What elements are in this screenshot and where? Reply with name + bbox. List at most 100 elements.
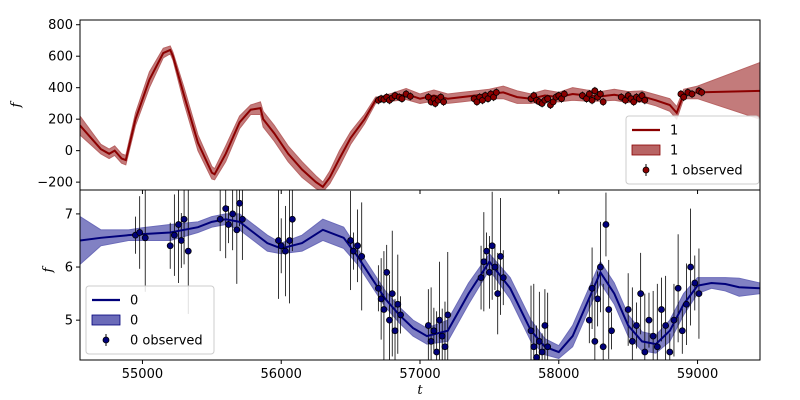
bottom-observed-point (695, 290, 703, 297)
bottom-observed-point (544, 343, 552, 351)
bottom-observed-point (374, 284, 382, 292)
bottom-legend-label: 0 (130, 314, 138, 329)
top-y-tick-label: −200 (37, 176, 73, 191)
bottom-observed-point (277, 242, 285, 250)
bottom-observed-point (386, 316, 393, 324)
bottom-observed-point (391, 327, 399, 335)
bottom-y-axis-label: f (41, 265, 56, 273)
top-observed-point (585, 90, 593, 98)
top-y-tick-label: 600 (48, 50, 73, 65)
top-observed-point (599, 98, 607, 106)
bottom-observed-point (541, 322, 549, 329)
bottom-observed-point (658, 306, 665, 313)
bottom-observed-point (216, 215, 224, 223)
x-tick-label: 58000 (538, 367, 579, 382)
bottom-observed-point (653, 343, 661, 351)
x-tick-label: 56000 (261, 367, 302, 382)
bottom-observed-point (480, 258, 488, 266)
bottom-observed-point (491, 263, 499, 271)
bottom-observed-point (380, 306, 388, 313)
bottom-legend-point-swatch (102, 336, 110, 344)
bottom-observed-point (533, 353, 540, 360)
top-observed-point (641, 96, 649, 104)
bottom-observed-point (184, 247, 192, 255)
bottom-observed-point (397, 311, 404, 319)
bottom-observed-point (678, 327, 686, 335)
bottom-observed-point (602, 221, 610, 228)
bottom-observed-point (633, 322, 640, 329)
x-tick-label: 57000 (399, 367, 440, 382)
bottom-observed-point (497, 253, 504, 260)
bottom-observed-point (494, 290, 502, 297)
bottom-legend-box (85, 285, 215, 355)
bottom-observed-point (349, 247, 357, 255)
bottom-observed-point (666, 348, 674, 356)
bottom-observed-point (441, 343, 449, 351)
bottom-observed-point (662, 322, 670, 329)
bottom-observed-point (427, 338, 435, 345)
bottom-observed-point (436, 316, 443, 324)
bottom-observed-point (637, 290, 645, 297)
top-observed-point (597, 90, 604, 98)
top-observed-point (544, 95, 552, 103)
bottom-observed-point (608, 327, 615, 335)
bottom-observed-point (488, 242, 496, 250)
top-observed-point (688, 90, 696, 98)
bottom-observed-point (424, 322, 432, 329)
bottom-observed-point (527, 327, 535, 335)
bottom-observed-point (591, 338, 599, 345)
bottom-observed-point (238, 215, 246, 223)
bottom-observed-point (597, 263, 604, 271)
top-legend-box (625, 115, 760, 185)
bottom-observed-point (222, 205, 230, 212)
bottom-observed-point (674, 284, 682, 292)
bottom-observed-point (233, 226, 241, 234)
bottom-observed-point (691, 279, 699, 287)
bottom-observed-point (394, 300, 402, 308)
top-legend: 1 1 1 observed (625, 115, 760, 185)
bottom-observed-point (180, 215, 188, 223)
top-uncertainty-band (80, 45, 760, 190)
top-observed-point (398, 95, 406, 103)
bottom-observed-point (624, 306, 632, 313)
bottom-observed-point (477, 274, 485, 282)
bottom-observed-point (670, 316, 678, 324)
bottom-observed-point (483, 247, 491, 255)
bottom-observed-point (177, 237, 185, 244)
bottom-observed-point (645, 316, 653, 324)
top-observed-point (698, 89, 706, 96)
bottom-observed-point (433, 348, 441, 356)
bottom-legend: 0 0 0 observed (85, 285, 215, 355)
bottom-legend-band-swatch (91, 314, 121, 326)
bottom-observed-point (687, 263, 695, 271)
bottom-observed-point (438, 332, 446, 340)
bottom-observed-point (535, 338, 543, 345)
top-legend-label: 1 (670, 124, 678, 139)
bottom-observed-point (599, 343, 607, 351)
bottom-observed-point (166, 242, 174, 250)
bottom-observed-point (499, 274, 507, 282)
bottom-observed-point (286, 237, 293, 244)
bottom-observed-point (281, 247, 289, 255)
bottom-observed-point (288, 215, 296, 223)
bottom-observed-point (225, 221, 232, 228)
bottom-observed-point (683, 300, 690, 308)
top-y-tick-label: 0 (65, 144, 73, 159)
bottom-observed-point (641, 348, 649, 356)
bottom-observed-point (485, 268, 493, 276)
bottom-observed-point (594, 295, 602, 303)
top-y-tick-label: 200 (48, 113, 73, 128)
bottom-legend-label: 0 (130, 294, 138, 309)
x-tick-label: 55000 (122, 367, 163, 382)
bottom-y-ticks: 5 6 7 (65, 207, 80, 329)
bottom-observed-point (388, 290, 396, 297)
top-observed-point (406, 92, 414, 100)
top-observed-point (560, 90, 568, 98)
bottom-observed-point (588, 284, 596, 292)
top-panel: −200 0 200 400 600 800 f 1 1 1 observed (9, 18, 761, 194)
bottom-legend-label: 0 observed (130, 334, 203, 349)
top-y-ticks: −200 0 200 400 600 800 (37, 18, 699, 194)
bottom-observed-point (347, 237, 355, 244)
x-tick-label: 59000 (677, 367, 718, 382)
